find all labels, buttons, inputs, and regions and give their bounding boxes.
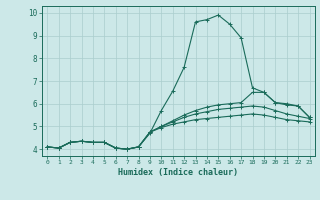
X-axis label: Humidex (Indice chaleur): Humidex (Indice chaleur) bbox=[118, 168, 238, 177]
